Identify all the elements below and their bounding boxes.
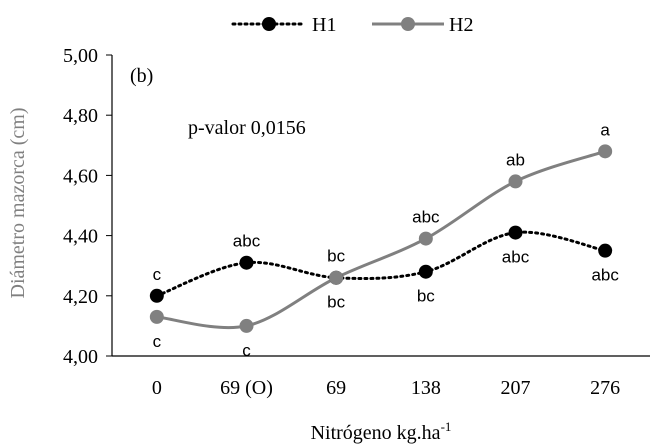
series-h2-line bbox=[155, 149, 607, 330]
y-tick-label: 4,80 bbox=[63, 105, 98, 127]
series-h2-point bbox=[598, 144, 613, 159]
x-tick-label: 69 bbox=[326, 377, 346, 399]
series-h1-data-label: bc bbox=[327, 293, 345, 312]
y-tick-label: 4,20 bbox=[63, 286, 98, 308]
series-h2-data-label: bc bbox=[327, 247, 345, 266]
series-h2-point bbox=[329, 270, 344, 285]
series-h1-data-label: abc bbox=[502, 248, 530, 267]
x-tick-label: 138 bbox=[411, 377, 441, 399]
series-layer: c abc bc bc abc abc c c bc abc ab a bbox=[149, 120, 619, 360]
legend-h1-marker bbox=[262, 17, 276, 31]
x-axis-title-main: Nitrógeno kg.ha bbox=[311, 422, 441, 444]
x-tick-label: 207 bbox=[501, 377, 531, 399]
x-tick-label: 0 bbox=[152, 377, 162, 399]
series-h2-point bbox=[418, 231, 433, 246]
series-h2-data-label: c bbox=[153, 332, 162, 351]
p-value-annotation: p-valor 0,0156 bbox=[188, 117, 306, 139]
y-tick-label: 5,00 bbox=[63, 45, 98, 67]
legend-h1-label: H1 bbox=[312, 14, 336, 36]
x-axis-title-sup: -1 bbox=[441, 419, 452, 434]
series-h1-point bbox=[239, 255, 254, 270]
series-h2-point bbox=[508, 174, 523, 189]
tick-labels: 4,00 4,20 4,40 4,60 4,80 5,00 0 69 (O) 69 138 207 2… bbox=[63, 45, 620, 399]
series-h2-data-label: ab bbox=[506, 150, 525, 169]
series-h2-point bbox=[239, 318, 254, 333]
series-h1-data-label: bc bbox=[417, 287, 435, 306]
series-h1-data-label: abc bbox=[591, 266, 619, 285]
x-tick-label: 69 (O) bbox=[220, 377, 273, 399]
legend: H1 H2 bbox=[231, 14, 473, 36]
y-axis-title: Diámetro mazorca (cm) bbox=[7, 107, 29, 298]
y-tick-label: 4,40 bbox=[63, 226, 98, 248]
legend-h2-marker bbox=[401, 17, 415, 31]
x-tick-label: 276 bbox=[590, 377, 620, 399]
series-h1-point bbox=[598, 243, 613, 258]
series-h2-data-label: abc bbox=[412, 208, 440, 227]
series-h2-data-label: c bbox=[242, 341, 251, 360]
y-tick-label: 4,60 bbox=[63, 165, 98, 187]
series-h1-point bbox=[418, 264, 433, 279]
x-axis-title: Nitrógeno kg.ha-1 bbox=[311, 419, 452, 444]
series-h2-data-label: a bbox=[600, 120, 610, 139]
series-h1-line bbox=[155, 230, 607, 298]
y-tick-label: 4,00 bbox=[63, 346, 98, 368]
series-h1-point bbox=[508, 225, 523, 240]
series-h1-data-label: c bbox=[153, 265, 162, 284]
series-h1-data-label: abc bbox=[233, 232, 261, 251]
panel-label: (b) bbox=[130, 65, 153, 87]
legend-h2-label: H2 bbox=[449, 14, 473, 36]
series-h1-point bbox=[149, 288, 164, 303]
series-h2-point bbox=[149, 309, 164, 324]
